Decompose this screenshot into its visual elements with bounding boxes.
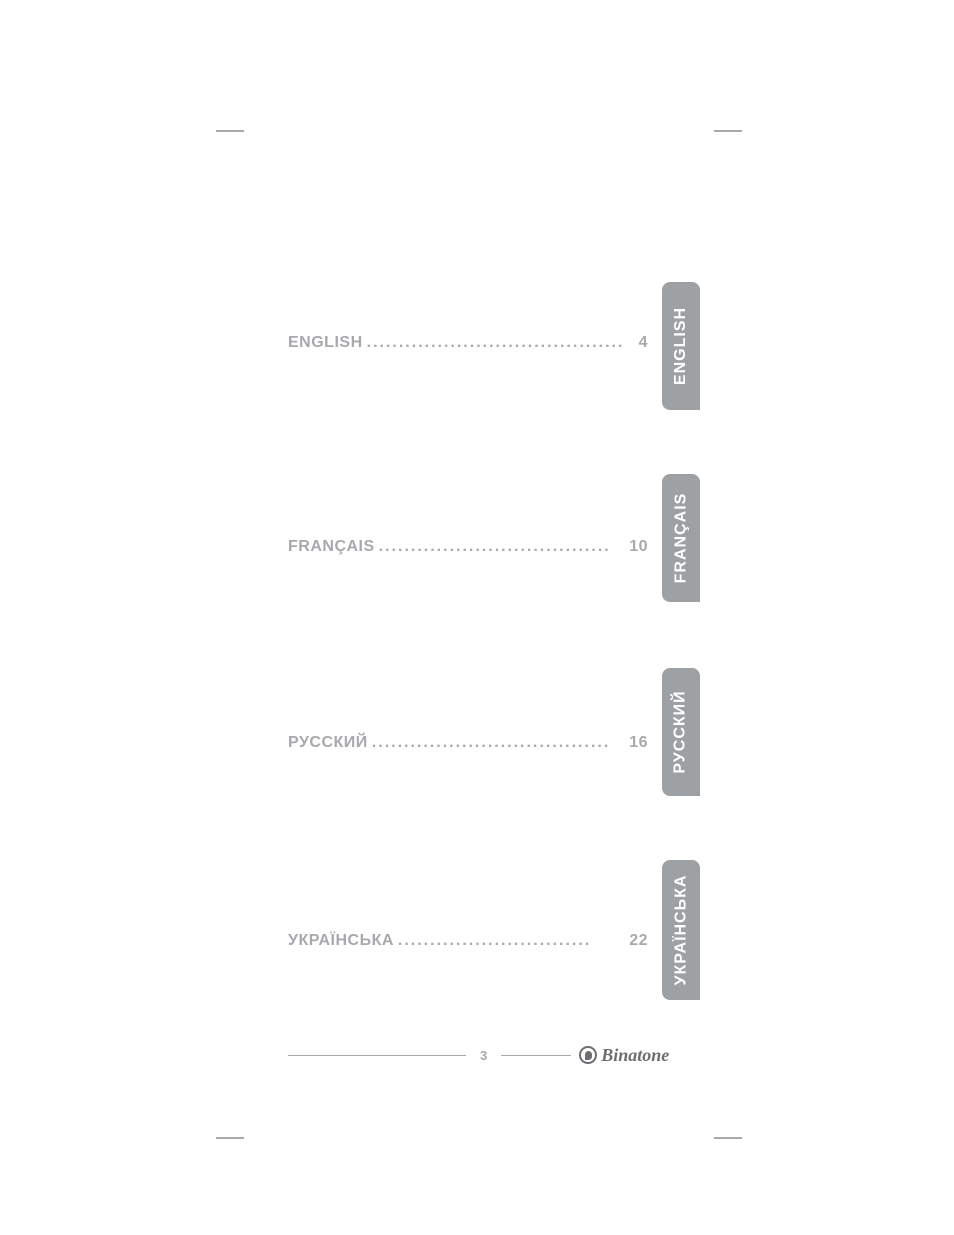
tab-english: ENGLISH: [662, 282, 700, 410]
footer-line-right: [501, 1055, 571, 1056]
page-footer: 3 Binatone: [288, 1040, 700, 1070]
toc-row-russian: РУССКИЙ ................................…: [288, 734, 648, 752]
crop-mark-top-left-line: [216, 130, 244, 132]
toc-row-english: ENGLISH ................................…: [288, 334, 648, 352]
brand-icon: [579, 1046, 597, 1064]
tab-label: РУССКИЙ: [672, 690, 690, 773]
toc-label: РУССКИЙ: [288, 734, 368, 752]
tab-label: УКРАЇНСЬКА: [672, 875, 690, 986]
toc-row-francais: FRANÇAIS ...............................…: [288, 538, 648, 556]
toc-label: ENGLISH: [288, 334, 363, 352]
tab-russian: РУССКИЙ: [662, 668, 700, 796]
crop-mark-bottom-right-line: [714, 1137, 742, 1139]
tab-ukrainian: УКРАЇНСЬКА: [662, 860, 700, 1000]
footer-line-left: [288, 1055, 466, 1056]
toc-row-ukrainian: УКРАЇНСЬКА .............................…: [288, 932, 648, 950]
toc-page: 22: [629, 932, 648, 950]
crop-mark-bottom-left-line: [216, 1137, 244, 1139]
brand-text: Binatone: [601, 1045, 669, 1066]
page-content: ENGLISH ................................…: [270, 160, 700, 1100]
toc-page: 16: [629, 734, 648, 752]
brand-logo: Binatone: [579, 1045, 669, 1066]
toc-leader: .....................................: [368, 734, 629, 752]
toc-leader: ....................................: [375, 538, 630, 556]
tab-francais: FRANÇAIS: [662, 474, 700, 602]
toc-label: УКРАЇНСЬКА: [288, 932, 394, 950]
crop-mark-top-right-line: [714, 130, 742, 132]
toc-leader: ........................................: [363, 334, 639, 352]
toc-label: FRANÇAIS: [288, 538, 375, 556]
toc-page: 4: [639, 334, 648, 352]
toc-leader: ..............................: [394, 932, 629, 950]
tab-label: ENGLISH: [672, 307, 690, 385]
page-number: 3: [466, 1048, 501, 1063]
tab-label: FRANÇAIS: [672, 493, 690, 584]
toc-page: 10: [629, 538, 648, 556]
